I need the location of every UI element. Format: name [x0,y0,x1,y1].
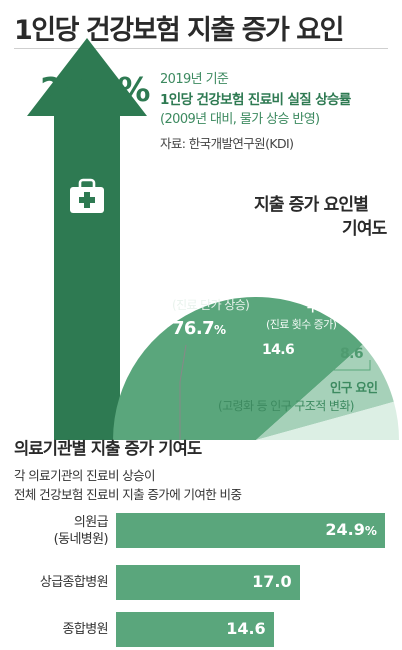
bar [116,565,300,600]
bar-value-label: 17.0 [252,572,291,591]
price-factor-unit: % [214,323,226,337]
pie-slice-population [256,401,399,440]
page-title: 1인당 건강보험 지출 증가 요인 [14,15,344,46]
up-arrow-icon [27,38,147,440]
headline-line2: 1인당 건강보험 진료비 실질 상승률 [160,92,351,108]
bar-chart-desc-line1: 각 의료기관의 진료비 상승이 [14,468,156,483]
population-factor-desc: (고령화 등 인구 구조적 변화) [218,399,354,413]
price-factor-value: 76.7% [172,318,226,339]
bar-value-number: 24.9 [325,520,365,539]
bar-chart-desc-line2: 전체 건강보험 진료비 지출 증가에 기여한 비중 [14,487,242,502]
bar-row: 의원급 (동네병원) 24.9% [0,513,402,548]
bar-category-label: 상급종합병원 [0,574,109,591]
quantity-factor-label: 수량 요인 [307,299,355,314]
bar-chart-title: 의료기관별 지출 증가 기여도 [14,439,202,458]
bar [116,612,274,647]
population-factor-value: 8.6 [340,346,364,362]
pie-title-line2: 기여도 [342,219,387,239]
bar-value-unit: % [364,524,377,538]
pie-title-line1: 지출 증가 요인별 [254,195,369,215]
population-factor-label: 인구 요인 [330,380,378,395]
bar-value-label: 14.6 [226,619,265,638]
price-factor-value-number: 76.7 [172,318,215,339]
growth-graphic [27,38,147,440]
pie-slice-price [113,296,363,440]
headline-line1: 2019년 기준 [160,72,229,87]
bar-row: 종합병원 14.6 [0,612,402,647]
quantity-factor-desc: (진료 횟수 증가) [266,318,337,331]
headline-line3: (2009년 대비, 물가 상승 반영) [160,112,320,127]
pie-chart [113,296,399,440]
bar [116,513,385,548]
leader-line-price [179,344,187,440]
headline-value: 28.0% [40,70,150,109]
bar-category-label-line: 상급종합병원 [39,575,109,590]
leader-line-population [199,360,371,440]
bar-row: 상급종합병원 17.0 [0,565,402,600]
bar-category-label: 의원급 (동네병원) [0,514,109,548]
bar-value-label: 24.9% [325,520,377,539]
title-divider [14,48,388,49]
bar-value-number: 17.0 [252,572,292,591]
bar-value-number: 14.6 [226,619,266,638]
price-factor-desc: (진료 단가 상승) [172,298,250,312]
quantity-factor-value: 14.6 [262,342,295,358]
source-text: 자료: 한국개발연구원(KDI) [160,136,294,151]
bar-category-label-line: 종합병원 [62,622,109,637]
bar-category-label-line: 의원급 [73,515,109,530]
medical-kit-icon [70,178,104,213]
price-factor-label: 가격 요인 [172,280,222,295]
bar-category-label: 종합병원 [0,621,109,638]
pie-slice-quantity [256,344,394,440]
bar-category-label-line: (동네병원) [53,532,109,547]
